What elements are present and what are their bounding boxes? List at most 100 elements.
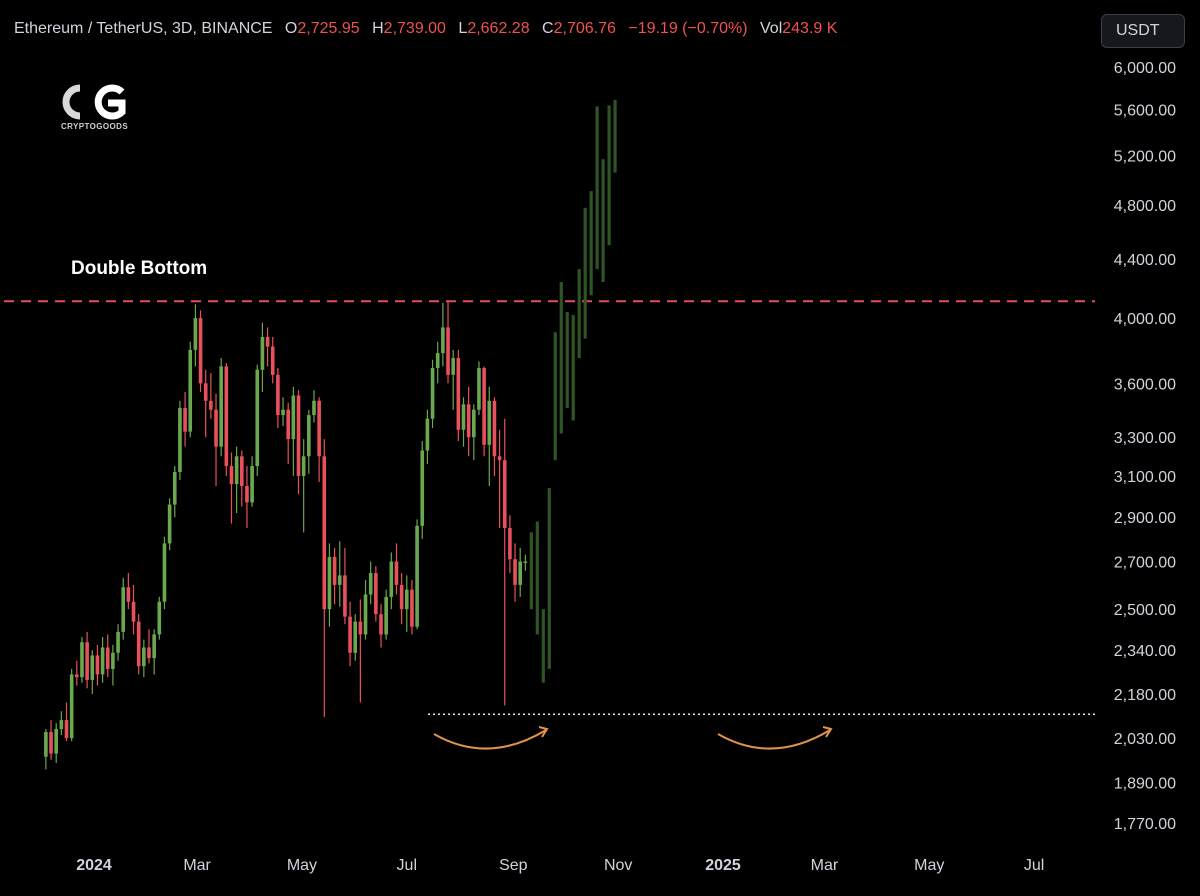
- price-tick-label: 4,800.00: [1114, 198, 1176, 215]
- candle-body: [75, 674, 79, 678]
- candle-body: [250, 466, 254, 503]
- time-tick-label: May: [287, 857, 317, 874]
- time-tick-label: 2024: [76, 857, 112, 874]
- arrow-head-1-icon: [538, 726, 549, 738]
- price-tick-label: 3,600.00: [1114, 376, 1176, 393]
- candle-body: [49, 732, 53, 754]
- price-tick-label: 4,400.00: [1114, 252, 1176, 269]
- candle-body: [54, 729, 58, 754]
- candle-body: [348, 616, 352, 653]
- candle-body: [229, 466, 234, 484]
- projection-bar: [607, 105, 611, 246]
- symbol-name[interactable]: Ethereum / TetherUS, 3D, BINANCE: [14, 20, 273, 37]
- candle-body: [296, 395, 301, 476]
- candle-body: [399, 584, 404, 610]
- candle-body: [136, 621, 141, 667]
- candle-body: [245, 486, 249, 503]
- time-tick-label: Jul: [1024, 857, 1044, 874]
- candle-body: [518, 561, 523, 585]
- candle-body: [152, 634, 156, 659]
- projection-bar: [547, 488, 551, 669]
- time-tick-label: 2025: [705, 857, 741, 874]
- candle-body: [178, 407, 182, 472]
- projection-bar: [535, 521, 539, 635]
- high-label: H: [372, 20, 384, 37]
- candle-body: [374, 573, 378, 615]
- projection-bar: [541, 609, 545, 683]
- price-tick-label: 1,770.00: [1114, 816, 1176, 833]
- price-axis: 6,000.00 5,600.00 5,200.00 4,800.00 4,400.00…: [1114, 60, 1176, 833]
- price-tick-label: 4,000.00: [1114, 311, 1176, 328]
- candle-body: [502, 460, 507, 529]
- currency-button[interactable]: USDT: [1101, 14, 1185, 48]
- candle-body: [80, 642, 84, 678]
- candle-body: [343, 575, 347, 617]
- candle-body: [477, 368, 481, 410]
- candle-body: [95, 655, 100, 675]
- candle-body: [404, 589, 409, 610]
- price-tick-label: 6,000.00: [1114, 60, 1176, 77]
- projection-bar: [559, 282, 563, 434]
- candle-body: [214, 409, 218, 447]
- candle-body: [188, 349, 193, 432]
- candle-body: [508, 528, 512, 560]
- candle-body: [234, 456, 239, 484]
- candle-body: [358, 621, 363, 635]
- candle-body: [193, 318, 198, 350]
- price-tick-label: 2,340.00: [1114, 643, 1176, 660]
- price-tick-label: 5,200.00: [1114, 149, 1176, 166]
- candle-body: [312, 400, 316, 416]
- candle-body: [482, 368, 486, 445]
- symbol-header: Ethereum / TetherUS, 3D, BINANCE O2,725.…: [14, 20, 837, 38]
- candle-body: [111, 652, 115, 669]
- candle-body: [472, 409, 476, 438]
- candle-body: [353, 621, 358, 653]
- candle-body: [255, 369, 260, 467]
- projection-bar: [577, 269, 581, 359]
- candle-body: [162, 543, 167, 602]
- candle-body: [69, 674, 74, 739]
- time-tick-label: Sep: [499, 857, 528, 874]
- candle-body: [487, 400, 492, 445]
- cryptogoods-logo-icon: [62, 84, 126, 120]
- candle-body: [167, 504, 172, 544]
- candle-body: [270, 346, 275, 375]
- candle-body: [415, 525, 419, 627]
- price-tick-label: 3,300.00: [1114, 430, 1176, 447]
- candle-body: [116, 631, 120, 653]
- time-tick-label: Nov: [604, 857, 632, 874]
- price-tick-label: 3,100.00: [1114, 469, 1176, 486]
- price-tick-label: 5,600.00: [1114, 103, 1176, 120]
- candle-body: [384, 596, 388, 635]
- price-tick-label: 2,180.00: [1114, 687, 1176, 704]
- candle-body: [239, 456, 244, 487]
- candles-group: [44, 301, 528, 770]
- price-tick-label: 2,500.00: [1114, 602, 1176, 619]
- candle-body: [286, 409, 291, 440]
- change-value: −19.19 (−0.70%): [628, 20, 748, 37]
- projection-bar: [613, 99, 617, 173]
- candle-body: [317, 400, 321, 457]
- projection-bar: [565, 311, 569, 408]
- time-tick-label: Mar: [183, 857, 211, 874]
- close-value: 2,706.76: [553, 20, 616, 37]
- candle-body: [379, 614, 383, 635]
- open-value: 2,725.95: [297, 20, 360, 37]
- candle-body: [85, 642, 89, 680]
- arrow-head-2-icon: [822, 726, 833, 738]
- candle-body: [435, 353, 440, 369]
- candle-body: [209, 400, 213, 410]
- projection-group: [529, 99, 617, 683]
- candle-body: [441, 327, 445, 354]
- projection-bar: [589, 191, 593, 296]
- projection-bar: [583, 207, 587, 339]
- projection-bar: [553, 332, 557, 461]
- candle-body: [44, 732, 48, 757]
- candle-body: [147, 647, 151, 659]
- candle-body: [337, 575, 342, 585]
- price-tick-label: 2,900.00: [1114, 510, 1176, 527]
- candle-body: [332, 556, 337, 585]
- candle-body: [276, 374, 280, 416]
- candle-body: [281, 409, 285, 416]
